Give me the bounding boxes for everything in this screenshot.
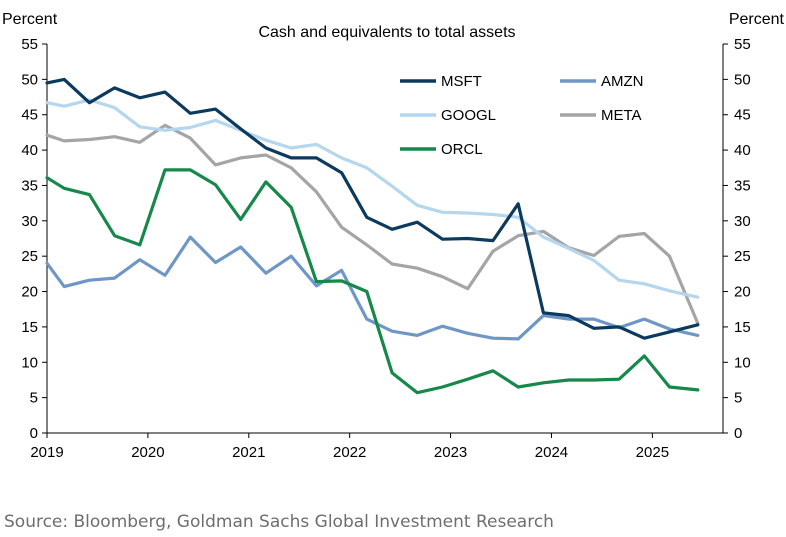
x-tick-label: 2025 — [636, 444, 669, 461]
legend-label-orcl: ORCL — [441, 141, 483, 158]
x-tick-label: 2020 — [131, 444, 164, 461]
y-tick-label-left: 25 — [21, 248, 38, 265]
y-tick-label-left: 45 — [21, 107, 38, 124]
series-line-orcl — [45, 168, 700, 395]
y-tick-label-right: 15 — [734, 319, 751, 336]
y-tick-label-right: 0 — [734, 425, 742, 442]
x-tick-label: 2023 — [434, 444, 467, 461]
y-tick-label-right: 10 — [734, 354, 751, 371]
y-tick-label-left: 30 — [21, 213, 38, 230]
y-tick-label-right: 5 — [734, 390, 742, 407]
series-line-googl — [45, 98, 700, 299]
y-axis-label-right: Percent — [729, 11, 785, 28]
y-tick-label-left: 0 — [30, 425, 38, 442]
chart-container: 0 0 5 5 10 10 15 15 20 20 25 25 30 30 35 35 40 40 45 45 50 50… — [2, 11, 785, 461]
y-tick-label-left: 55 — [21, 36, 38, 53]
legend-label-msft: MSFT — [441, 73, 482, 90]
legend-label-amzn: AMZN — [601, 73, 644, 90]
y-tick-label-right: 20 — [734, 284, 751, 301]
y-tick-label-right: 30 — [734, 213, 751, 230]
series-line-meta — [45, 123, 700, 325]
y-tick-label-left: 5 — [30, 390, 38, 407]
y-tick-label-right: 25 — [734, 248, 751, 265]
y-axis-label-left: Percent — [2, 11, 58, 28]
y-tick-label-left: 15 — [21, 319, 38, 336]
y-tick-label-left: 20 — [21, 284, 38, 301]
y-tick-label-right: 40 — [734, 142, 751, 159]
series-line-msft — [45, 77, 700, 340]
y-tick-label-left: 40 — [21, 142, 38, 159]
y-tick-label-left: 10 — [21, 354, 38, 371]
x-tick-label: 2021 — [232, 444, 265, 461]
x-tick-label: 2019 — [30, 444, 63, 461]
x-tick-label: 2024 — [535, 444, 568, 461]
series-layer — [45, 77, 700, 395]
y-tick-label-right: 50 — [734, 71, 751, 88]
legend-label-googl: GOOGL — [441, 107, 496, 124]
legend: MSFT AMZN GOOGL META ORCL — [400, 73, 644, 158]
y-tick-label-left: 50 — [21, 71, 38, 88]
y-tick-label-right: 55 — [734, 36, 751, 53]
legend-label-meta: META — [601, 107, 642, 124]
y-tick-label-left: 35 — [21, 177, 38, 194]
y-tick-label-right: 35 — [734, 177, 751, 194]
chart-title: Cash and equivalents to total assets — [258, 24, 515, 41]
x-tick-label: 2022 — [333, 444, 366, 461]
series-line-amzn — [45, 235, 700, 341]
y-tick-label-right: 45 — [734, 107, 751, 124]
source-note: Source: Bloomberg, Goldman Sachs Global … — [4, 512, 554, 532]
